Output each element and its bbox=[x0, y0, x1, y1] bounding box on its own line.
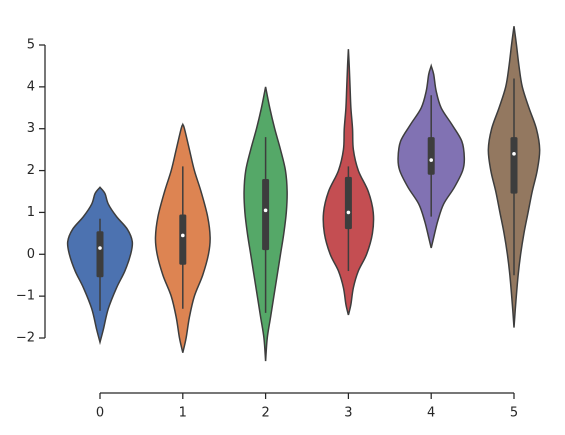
x-tick-label: 0 bbox=[96, 406, 104, 421]
y-tick-label: 0 bbox=[27, 247, 35, 262]
iqr-box bbox=[427, 137, 435, 175]
x-tick-label: 3 bbox=[344, 406, 352, 421]
y-tick-label: −1 bbox=[16, 289, 35, 304]
y-tick-label: 5 bbox=[27, 38, 35, 53]
x-tick-label: 5 bbox=[510, 406, 518, 421]
median bbox=[429, 158, 434, 162]
median bbox=[98, 246, 102, 250]
median bbox=[181, 233, 185, 238]
y-tick-label: 2 bbox=[27, 163, 35, 178]
iqr-box bbox=[344, 176, 352, 230]
x-tick-label: 4 bbox=[427, 406, 435, 421]
median bbox=[263, 208, 268, 213]
x-tick-label: 2 bbox=[261, 406, 269, 421]
iqr-box bbox=[96, 231, 104, 278]
iqr-box bbox=[510, 137, 518, 194]
x-tick-label: 1 bbox=[179, 406, 187, 421]
median bbox=[346, 210, 351, 215]
y-tick-label: 4 bbox=[27, 79, 35, 94]
y-tick-label: 3 bbox=[27, 121, 35, 136]
y-tick-label: 1 bbox=[27, 205, 35, 220]
median bbox=[512, 152, 516, 156]
iqr-box bbox=[262, 178, 270, 251]
y-tick-label: −2 bbox=[16, 330, 35, 345]
iqr-box bbox=[179, 214, 187, 265]
